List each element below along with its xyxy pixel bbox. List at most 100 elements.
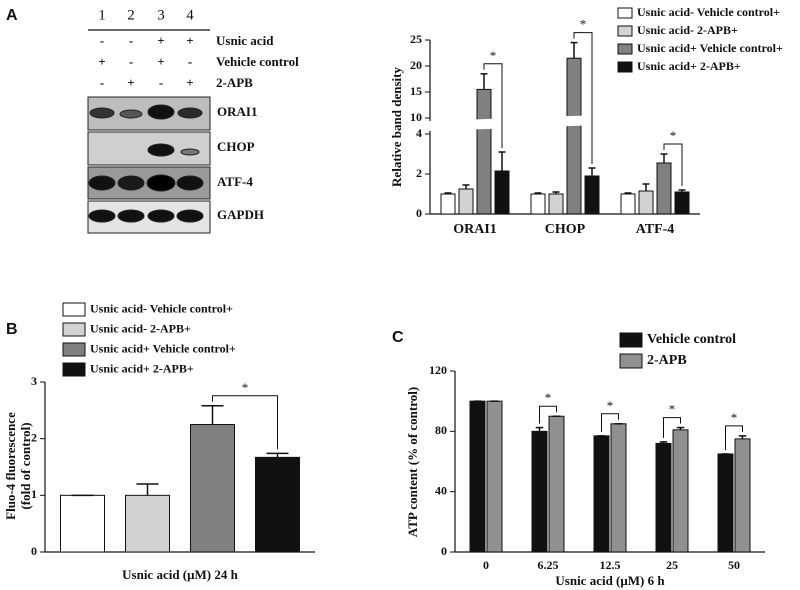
legend-label: Usnic acid+ Vehicle control+ [637,41,783,55]
y-tick-label: 0 [31,544,37,558]
legend-swatch [62,362,86,377]
error-bar [660,153,668,163]
significance-bracket [212,395,278,450]
panel-label: C [392,329,404,346]
error-bar [659,441,668,444]
error-bar [534,192,542,194]
legend-swatch [619,332,643,348]
y-tick-label: 0 [441,544,447,558]
y-tick-label: 40 [435,483,447,497]
bar [656,162,672,215]
error-bar [136,483,159,496]
panel-label: B [6,321,18,338]
x-tick-label: 0 [483,558,489,572]
error-bar [444,192,452,194]
lane-number: 4 [186,7,194,23]
band-name: CHOP [217,139,255,154]
legend-label: 2-APB [647,353,687,368]
bar [610,423,627,553]
y-tick-label: 15 [410,84,422,98]
x-axis-label: Usnic acid (μM) 6 h [555,573,665,588]
lane-number: 3 [157,7,165,23]
significance-bracket [725,425,743,450]
bar [494,170,510,215]
significance-bracket [601,413,619,432]
x-tick-label: ATF-4 [636,222,675,237]
band-name: GAPDH [217,207,264,222]
panel-label: A [6,7,18,24]
bar [531,430,548,553]
y-axis-label: (fold of control) [18,422,33,509]
legend-label: Usnic acid- 2-APB+ [637,23,738,37]
y-tick-label: 3 [31,374,37,388]
y-axis-label: ATP content (% of control) [405,387,420,537]
x-tick-label: 12.5 [600,558,621,572]
band-name: ATF-4 [217,174,253,189]
bar [469,400,486,553]
significance-label: * [580,17,587,32]
y-axis-label: Fluo-4 fluorescence [3,412,18,520]
significance-label: * [731,410,738,425]
bar [548,193,564,215]
legend-swatch [617,7,633,19]
significance-bracket [663,143,683,186]
error-bar [201,405,224,425]
bar [734,438,751,553]
legend-label: Usnic acid+ 2-APB+ [637,59,741,73]
error-bar [738,435,747,439]
axis-break [422,111,700,132]
bar [476,88,492,215]
error-bar [570,41,578,59]
lane-number: 2 [127,7,135,23]
error-bar [552,191,560,194]
condition-sign: + [127,75,134,90]
error-bar [498,151,506,171]
condition-name: Usnic acid [216,33,274,48]
condition-sign: - [129,33,133,48]
condition-sign: + [157,33,164,48]
significance-bracket [663,417,681,438]
bar [486,400,503,553]
legend-label: Usnic acid+ Vehicle control+ [90,341,236,355]
error-bar [642,183,650,191]
y-tick-label: 10 [410,110,422,124]
lane-number: 1 [98,7,106,23]
bar [458,188,474,215]
bar [638,190,654,215]
significance-label: * [490,48,497,63]
bar [440,193,456,215]
legend-label: Usnic acid- Vehicle control+ [637,5,780,19]
bar [548,415,565,553]
legend-swatch [617,61,633,73]
legend-label: Vehicle control [647,332,736,347]
y-axis-label: Relative band density [389,67,404,187]
error-bar [678,189,686,192]
legend-swatch [62,342,86,357]
condition-sign: - [100,33,104,48]
bar [125,494,170,553]
significance-bracket [573,32,593,164]
band-name: ORAI1 [217,104,257,119]
bar [620,193,636,215]
legend-swatch [617,43,633,55]
bar [190,424,235,553]
y-tick-label: 1 [31,487,37,501]
y-tick-label: 20 [410,58,422,72]
condition-sign: + [186,33,193,48]
significance-bracket [483,63,503,148]
x-axis-label: Usnic acid (μM) 24 h [122,567,238,582]
significance-label: * [669,402,676,417]
legend-label: Usnic acid+ 2-APB+ [90,361,194,375]
significance-label: * [545,390,552,405]
legend-label: Usnic acid- 2-APB+ [90,321,191,335]
significance-label: * [242,380,249,395]
condition-sign: - [188,54,192,69]
bar [60,494,105,553]
error-bar [535,426,544,432]
condition-sign: + [157,54,164,69]
error-bar [624,192,632,194]
legend-label: Usnic acid- Vehicle control+ [90,301,233,315]
x-tick-label: 25 [666,558,678,572]
y-tick-label: 25 [410,32,422,46]
